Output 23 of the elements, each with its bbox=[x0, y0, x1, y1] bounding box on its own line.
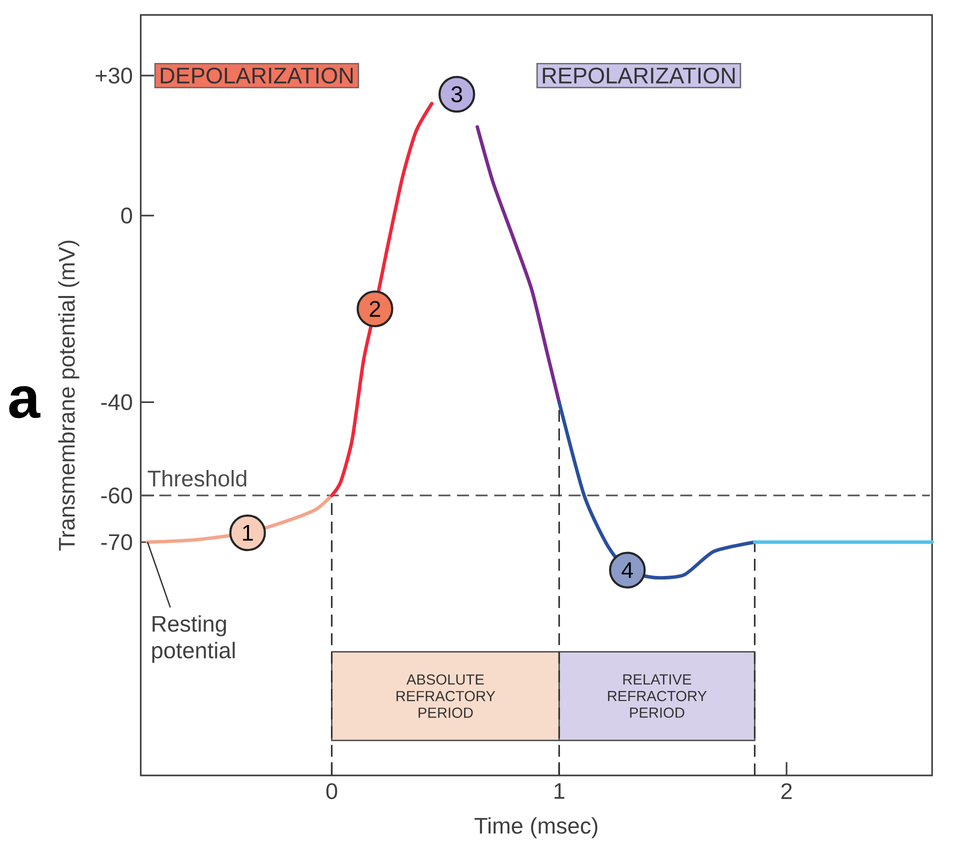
ref-line-label: Threshold bbox=[148, 470, 246, 487]
annotation: DEPOLARIZATION bbox=[160, 68, 353, 84]
line-series bbox=[330, 102, 434, 498]
x-tick-label: 1 bbox=[554, 783, 564, 799]
x-axis-title: Time (msec) bbox=[474, 817, 598, 838]
y-tick-label: -60 bbox=[101, 487, 132, 504]
y-tick-label: 0 bbox=[121, 207, 132, 224]
annotation: 2 bbox=[370, 300, 380, 317]
annotation: 1 bbox=[243, 524, 253, 541]
annotation: Resting potential bbox=[152, 615, 235, 663]
y-tick-label: -70 bbox=[101, 534, 132, 550]
annotation: 4 bbox=[622, 562, 633, 578]
x-tick-label: 0 bbox=[326, 783, 338, 800]
y-tick-label: -40 bbox=[101, 394, 132, 410]
line-series bbox=[476, 125, 561, 404]
y-axis-title: Transmembrane potential (mV) bbox=[58, 240, 80, 551]
y-tick-label: +30 bbox=[96, 68, 132, 84]
band-label: ABSOLUTE REFRACTORY PERIOD bbox=[396, 674, 496, 718]
band-label: RELATIVE REFRACTORY PERIOD bbox=[608, 674, 707, 718]
x-tick-label: 2 bbox=[781, 783, 792, 799]
text: a bbox=[9, 386, 40, 418]
annotation: REPOLARIZATION bbox=[542, 68, 735, 84]
annotation: 3 bbox=[451, 86, 462, 102]
